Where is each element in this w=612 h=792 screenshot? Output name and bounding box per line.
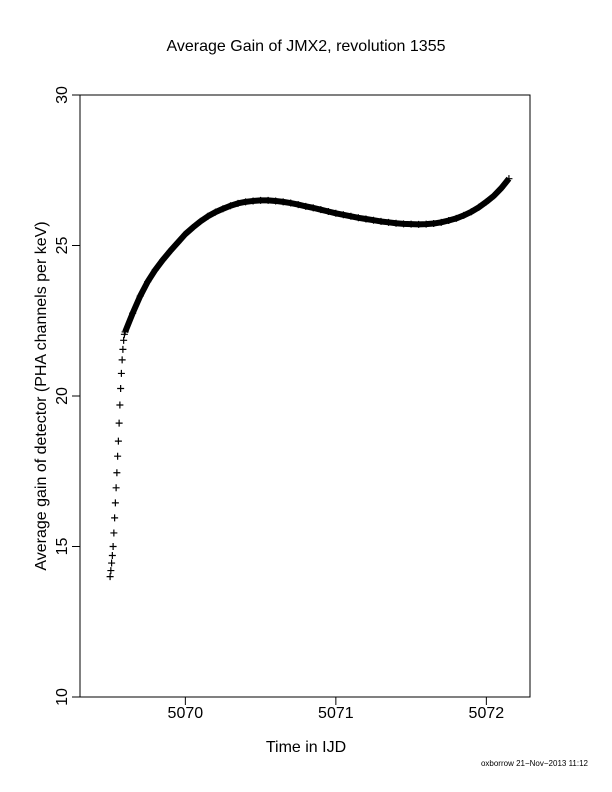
- y-tick-label: 20: [54, 387, 71, 405]
- point: [116, 401, 124, 409]
- point: [119, 345, 127, 353]
- y-tick-label: 10: [54, 688, 71, 706]
- y-tick-label: 15: [54, 538, 71, 556]
- point: [114, 452, 122, 460]
- point: [107, 567, 115, 575]
- point: [111, 514, 119, 522]
- point: [115, 419, 123, 427]
- point: [108, 552, 116, 560]
- y-axis-label: Average gain of detector (PHA channels p…: [33, 221, 50, 570]
- point: [108, 559, 116, 567]
- point: [106, 573, 114, 581]
- point: [113, 469, 121, 477]
- y-tick-label: 30: [54, 86, 71, 104]
- point: [114, 437, 122, 445]
- y-tick-label: 25: [54, 237, 71, 255]
- point: [110, 529, 118, 537]
- x-axis-label: Time in IJD: [266, 739, 346, 756]
- x-tick-label: 5071: [318, 705, 354, 722]
- trace-band: [122, 176, 512, 334]
- x-tick-label: 5072: [469, 705, 505, 722]
- footer: oxborrow 21−Nov−2013 11:12: [481, 759, 589, 768]
- point: [111, 499, 119, 507]
- point: [112, 484, 120, 492]
- point: [118, 356, 126, 364]
- point: [117, 369, 125, 377]
- point: [109, 543, 117, 550]
- chart-title: Average Gain of JMX2, revolution 1355: [167, 38, 446, 55]
- point: [120, 336, 128, 344]
- point: [117, 384, 125, 392]
- x-tick-label: 5070: [168, 705, 204, 722]
